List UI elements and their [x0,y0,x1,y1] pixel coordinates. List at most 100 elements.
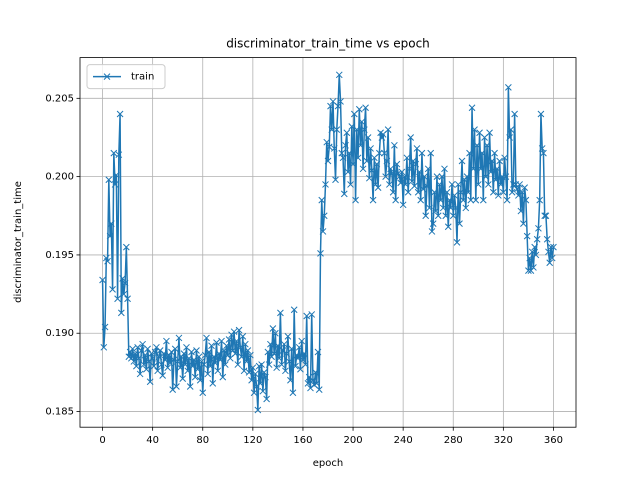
point-marker [550,243,557,251]
point-marker [391,141,398,149]
point-marker [441,165,448,173]
point-marker [225,336,233,343]
point-marker [518,188,526,196]
point-marker [412,160,420,168]
legend: train [86,64,166,90]
point-marker [464,188,472,196]
point-marker [540,149,547,157]
point-marker [436,181,443,188]
point-marker [437,196,445,204]
point-marker [501,154,508,162]
point-marker [396,173,403,180]
point-marker [452,204,460,212]
point-marker [215,350,223,357]
y-axis-label: discriminator_train_time [13,181,24,303]
point-marker [454,181,462,188]
point-marker [150,362,158,370]
point-marker [140,361,148,368]
point-marker [486,129,493,137]
point-marker [352,196,359,204]
x-tick-label: 160 [293,435,312,446]
point-marker [318,196,326,204]
point-marker [493,165,501,173]
point-marker [258,361,265,368]
point-marker [469,165,477,173]
point-marker [520,220,527,227]
point-marker [429,220,437,227]
point-marker [525,267,532,274]
point-marker [334,102,342,110]
point-marker [343,129,351,137]
point-marker [317,250,324,257]
point-marker [438,173,446,180]
point-marker [170,356,178,364]
point-marker [349,160,357,168]
point-marker [186,383,194,390]
point-marker [252,370,259,378]
point-marker [513,185,521,193]
point-marker [424,165,432,173]
point-marker [136,370,144,378]
point-marker [323,138,331,146]
point-marker [161,356,169,364]
point-marker [473,141,481,149]
point-marker [185,354,193,362]
point-marker [431,188,438,196]
point-marker [339,154,347,162]
point-marker [472,196,480,204]
point-marker [328,126,336,133]
point-marker [344,168,352,176]
point-marker [173,383,180,390]
point-marker [114,295,121,303]
point-marker [543,235,551,243]
point-marker [121,279,129,287]
point-marker [434,212,442,220]
point-marker [264,348,272,356]
x-tick-label: 320 [494,435,513,446]
point-marker [364,134,372,141]
point-marker [360,126,368,133]
point-marker [223,342,230,350]
point-marker [313,379,321,387]
point-marker [355,105,363,113]
point-marker [135,354,143,362]
chart-title: discriminator_train_time vs epoch [226,37,430,51]
x-tick-label: 80 [196,435,209,446]
point-marker [417,196,425,204]
point-marker [426,204,433,212]
point-marker [250,389,258,397]
point-marker [547,243,555,251]
point-marker [112,171,120,179]
x-tick-label: 120 [243,435,262,446]
x-tick-label: 360 [544,435,563,446]
point-marker [181,361,189,368]
point-marker [373,160,381,168]
point-marker [479,196,487,204]
point-marker [448,181,456,188]
point-marker [421,173,428,180]
point-marker [189,362,197,370]
point-marker [466,149,473,157]
point-marker [214,367,222,375]
point-marker [298,337,306,345]
point-marker [389,188,397,196]
point-marker [401,173,408,180]
point-marker [100,343,108,351]
point-marker [354,154,362,162]
point-marker [171,345,179,353]
y-tick-label: 0.185 [45,407,74,418]
x-tick-label: 40 [146,435,159,446]
point-marker [282,367,289,375]
point-marker [196,376,204,384]
point-marker [208,342,215,350]
point-marker [164,364,172,372]
point-marker [302,361,309,368]
point-marker [269,325,277,332]
point-marker [546,259,554,267]
point-marker [333,126,341,133]
point-marker [376,149,383,157]
point-marker [422,212,430,220]
point-marker [532,251,540,259]
point-marker [203,334,210,342]
